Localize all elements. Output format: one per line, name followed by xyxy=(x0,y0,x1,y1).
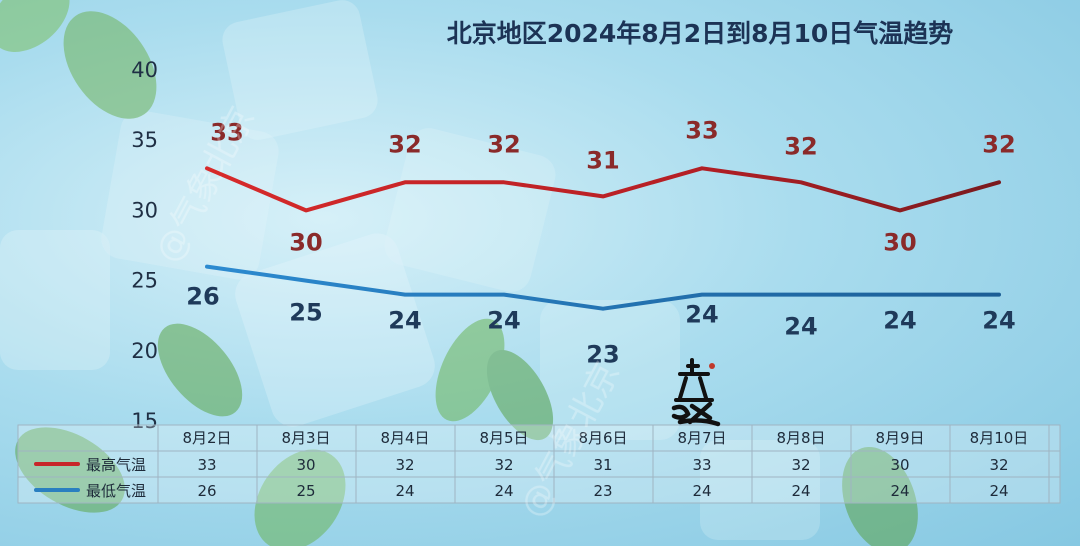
table-value-cell: 26 xyxy=(197,482,216,500)
low-temp-data-label: 24 xyxy=(883,307,916,335)
low-temp-data-label: 24 xyxy=(487,307,520,335)
low-temp-data-label: 23 xyxy=(586,341,619,369)
table-value-cell: 30 xyxy=(890,456,909,474)
high-temp-data-label: 32 xyxy=(982,130,1015,158)
low-temp-data-label: 26 xyxy=(186,283,219,311)
high-temp-data-label: 30 xyxy=(289,228,322,256)
low-temp-data-label: 24 xyxy=(784,313,817,341)
legend-label-low: 最低气温 xyxy=(86,482,146,500)
high-temp-data-label: 32 xyxy=(487,130,520,158)
high-temp-data-label: 33 xyxy=(210,118,243,146)
liqiu-stamp xyxy=(671,358,721,427)
table-header-cell: 8月10日 xyxy=(970,429,1029,447)
table-frame xyxy=(17,424,1061,504)
low-temp-line xyxy=(205,264,1001,311)
series-lines xyxy=(205,166,1001,311)
table-value-cell: 30 xyxy=(296,456,315,474)
high-temp-line xyxy=(205,166,1001,213)
high-temp-data-label: 32 xyxy=(388,130,421,158)
background-decoration xyxy=(0,0,918,546)
low-temp-data-label: 24 xyxy=(388,307,421,335)
table-value-cell: 24 xyxy=(494,482,513,500)
table-value-cell: 32 xyxy=(395,456,414,474)
legend-label-high: 最高气温 xyxy=(86,456,146,474)
table-value-cell: 32 xyxy=(494,456,513,474)
table-value-cell: 24 xyxy=(395,482,414,500)
y-tick-label: 20 xyxy=(131,339,158,363)
table-value-cell: 23 xyxy=(593,482,612,500)
y-tick-label: 40 xyxy=(131,58,158,82)
low-temp-data-label: 25 xyxy=(289,299,322,327)
y-tick-label: 30 xyxy=(131,198,158,222)
y-axis: 40 35 30 25 20 15 xyxy=(131,58,158,433)
table-header-cell: 8月2日 xyxy=(182,429,231,447)
table-header-cell: 8月8日 xyxy=(776,429,825,447)
high-temp-data-label: 33 xyxy=(685,116,718,144)
table-value-cell: 24 xyxy=(890,482,909,500)
y-tick-label: 25 xyxy=(131,269,158,293)
table-header-cell: 8月4日 xyxy=(380,429,429,447)
y-tick-label: 15 xyxy=(131,409,158,433)
table-header-cell: 8月9日 xyxy=(875,429,924,447)
table-header-cell: 8月5日 xyxy=(479,429,528,447)
table-value-cell: 33 xyxy=(197,456,216,474)
low-temp-data-label: 24 xyxy=(982,307,1015,335)
table-value-cell: 25 xyxy=(296,482,315,500)
data-labels: 33 30 32 32 31 33 32 30 32 26 25 24 24 23 24 24 24 24 xyxy=(186,116,1015,368)
table-value-cell: 33 xyxy=(692,456,711,474)
table-value-cell: 32 xyxy=(989,456,1008,474)
chart-title: 北京地区2024年8月2日到8月10日气温趋势 xyxy=(447,19,954,48)
data-table: 8月2日 8月3日 8月4日 8月5日 8月6日 8月7日 8月8日 8月9日 8月10日最高气… xyxy=(17,424,1061,504)
high-temp-data-label: 31 xyxy=(586,146,619,174)
table-header-cell: 8月3日 xyxy=(281,429,330,447)
table-header-cell: 8月7日 xyxy=(677,429,726,447)
table-value-cell: 24 xyxy=(989,482,1008,500)
table-value-cell: 24 xyxy=(791,482,810,500)
high-temp-data-label: 30 xyxy=(883,228,916,256)
high-temp-data-label: 32 xyxy=(784,132,817,160)
table-value-cell: 24 xyxy=(692,482,711,500)
table-value-cell: 31 xyxy=(593,456,612,474)
table-value-cell: 32 xyxy=(791,456,810,474)
y-tick-label: 35 xyxy=(131,128,158,152)
table-header-cell: 8月6日 xyxy=(578,429,627,447)
low-temp-data-label: 24 xyxy=(685,301,718,329)
